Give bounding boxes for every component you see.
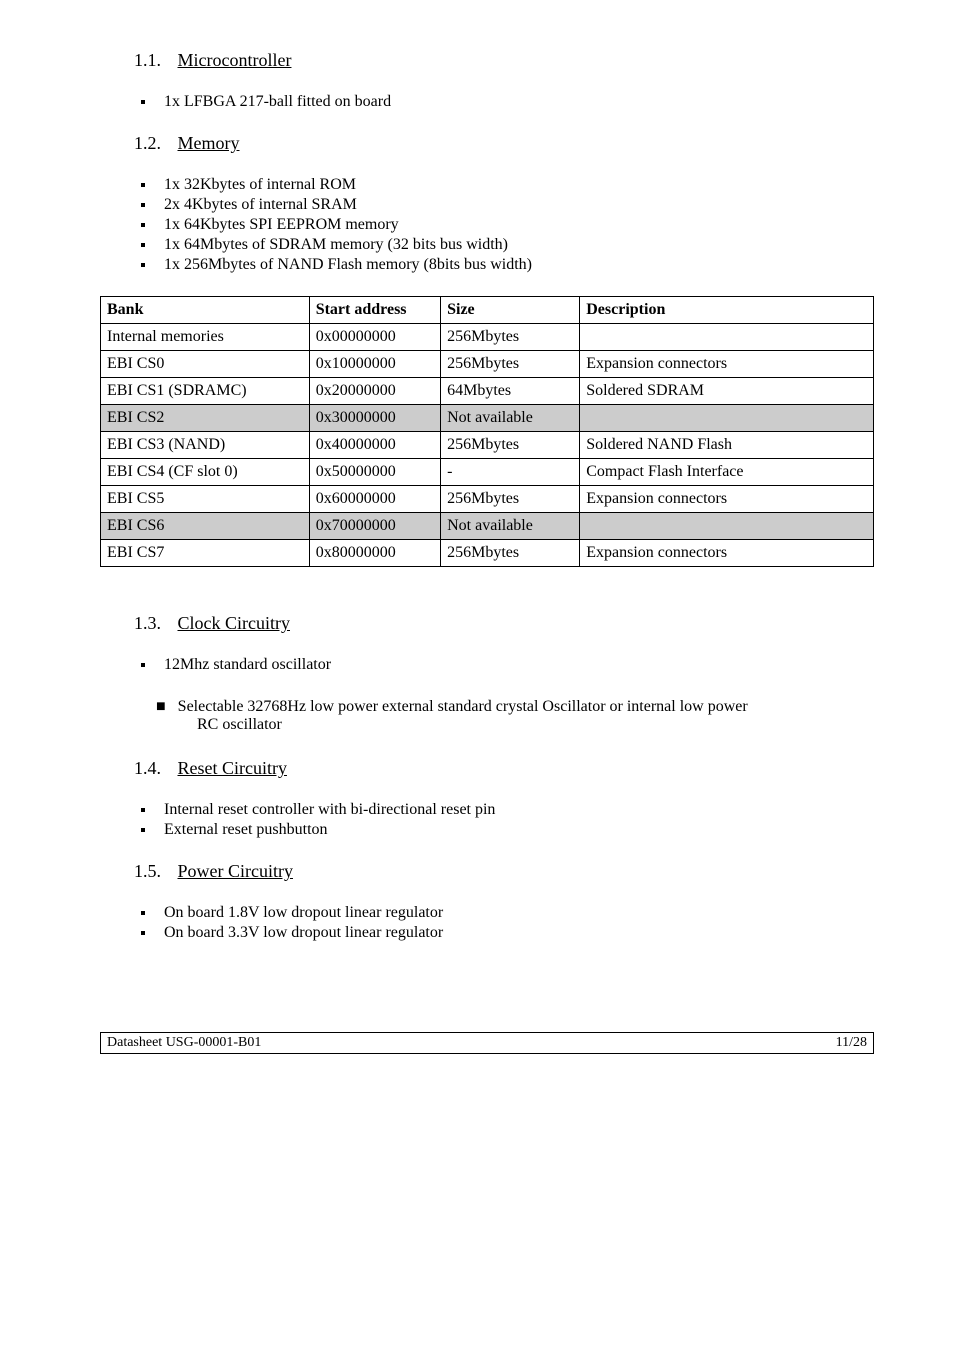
list-item: On board 1.8V low dropout linear regulat… <box>156 904 874 922</box>
table-cell: 256Mbytes <box>441 486 580 513</box>
section-title: Memory <box>178 133 240 153</box>
reset-list: Internal reset controller with bi-direct… <box>140 801 874 839</box>
table-cell: Expansion connectors <box>580 540 874 567</box>
page-footer: Datasheet USG-00001-B01 11/28 <box>100 1032 874 1054</box>
list-item: 1x 64Kbytes SPI EEPROM memory <box>156 216 874 234</box>
list-item: 12Mhz standard oscillator <box>156 656 874 674</box>
table-cell <box>580 405 874 432</box>
col-header-bank: Bank <box>101 297 310 324</box>
list-item: 1x 64Mbytes of SDRAM memory (32 bits bus… <box>156 236 874 254</box>
table-cell: Soldered SDRAM <box>580 378 874 405</box>
table-header-row: Bank Start address Size Description <box>101 297 874 324</box>
table-cell: Compact Flash Interface <box>580 459 874 486</box>
table-cell <box>580 513 874 540</box>
table-cell: 0x40000000 <box>309 432 440 459</box>
table-cell: EBI CS1 (SDRAMC) <box>101 378 310 405</box>
section-heading-memory: 1.2. Memory <box>134 133 874 154</box>
memory-list: 1x 32Kbytes of internal ROM 2x 4Kbytes o… <box>140 176 874 274</box>
table-cell: Not available <box>441 513 580 540</box>
table-cell: EBI CS2 <box>101 405 310 432</box>
table-cell: Soldered NAND Flash <box>580 432 874 459</box>
section-number: 1.4. <box>134 758 161 778</box>
table-cell: 0x50000000 <box>309 459 440 486</box>
section-heading-reset: 1.4. Reset Circuitry <box>134 758 874 779</box>
table-cell: 256Mbytes <box>441 432 580 459</box>
table-row: EBI CS70x80000000256MbytesExpansion conn… <box>101 540 874 567</box>
table-cell: EBI CS5 <box>101 486 310 513</box>
list-item-text: Selectable 32768Hz low power external st… <box>178 698 748 715</box>
table-cell: 256Mbytes <box>441 540 580 567</box>
list-item: 1x LFBGA 217-ball fitted on board <box>156 93 874 111</box>
list-item: External reset pushbutton <box>156 821 874 839</box>
table-cell: Not available <box>441 405 580 432</box>
table-cell: 256Mbytes <box>441 324 580 351</box>
section-heading-microcontroller: 1.1. Microcontroller <box>134 50 874 71</box>
page: 1.1. Microcontroller 1x LFBGA 217-ball f… <box>0 0 954 1084</box>
table-row: EBI CS3 (NAND)0x40000000256MbytesSoldere… <box>101 432 874 459</box>
clock-list: 12Mhz standard oscillator <box>140 656 874 674</box>
table-cell: 0x70000000 <box>309 513 440 540</box>
footer-left: Datasheet USG-00001-B01 <box>107 1035 261 1051</box>
table-cell: 0x10000000 <box>309 351 440 378</box>
memory-map-table: Bank Start address Size Description Inte… <box>100 296 874 567</box>
table-row: EBI CS00x10000000256MbytesExpansion conn… <box>101 351 874 378</box>
table-cell: EBI CS7 <box>101 540 310 567</box>
table-row: EBI CS1 (SDRAMC)0x2000000064MbytesSolder… <box>101 378 874 405</box>
col-header-start: Start address <box>309 297 440 324</box>
table-cell: EBI CS0 <box>101 351 310 378</box>
table-cell: Internal memories <box>101 324 310 351</box>
section-title: Power Circuitry <box>178 861 293 881</box>
section-title: Clock Circuitry <box>178 613 290 633</box>
table-row: EBI CS50x60000000256MbytesExpansion conn… <box>101 486 874 513</box>
table-row: EBI CS60x70000000Not available <box>101 513 874 540</box>
section-number: 1.3. <box>134 613 161 633</box>
list-item: 1x 256Mbytes of NAND Flash memory (8bits… <box>156 256 874 274</box>
col-header-desc: Description <box>580 297 874 324</box>
section-number: 1.1. <box>134 50 161 70</box>
table-cell: 0x80000000 <box>309 540 440 567</box>
list-item-continuation: RC oscillator <box>197 716 282 733</box>
list-item: 1x 32Kbytes of internal ROM <box>156 176 874 194</box>
table-cell: EBI CS6 <box>101 513 310 540</box>
section-title: Reset Circuitry <box>178 758 287 778</box>
footer-right: 11/28 <box>836 1035 867 1051</box>
table-row: EBI CS4 (CF slot 0)0x50000000-Compact Fl… <box>101 459 874 486</box>
table-cell <box>580 324 874 351</box>
table-cell: Expansion connectors <box>580 351 874 378</box>
list-item: 2x 4Kbytes of internal SRAM <box>156 196 874 214</box>
micro-list: 1x LFBGA 217-ball fitted on board <box>140 93 874 111</box>
table-cell: 0x60000000 <box>309 486 440 513</box>
table-cell: EBI CS3 (NAND) <box>101 432 310 459</box>
power-list: On board 1.8V low dropout linear regulat… <box>140 904 874 942</box>
table-cell: 0x20000000 <box>309 378 440 405</box>
list-item: Internal reset controller with bi-direct… <box>156 801 874 819</box>
table-cell: EBI CS4 (CF slot 0) <box>101 459 310 486</box>
table-cell: - <box>441 459 580 486</box>
table-row: EBI CS20x30000000Not available <box>101 405 874 432</box>
section-heading-clock: 1.3. Clock Circuitry <box>134 613 874 634</box>
clock-item-wrapped: ■ Selectable 32768Hz low power external … <box>140 698 874 734</box>
table-cell: 0x00000000 <box>309 324 440 351</box>
section-number: 1.2. <box>134 133 161 153</box>
table-cell: 256Mbytes <box>441 351 580 378</box>
section-number: 1.5. <box>134 861 161 881</box>
table-cell: Expansion connectors <box>580 486 874 513</box>
table-cell: 0x30000000 <box>309 405 440 432</box>
section-title: Microcontroller <box>178 50 292 70</box>
table-row: Internal memories0x00000000256Mbytes <box>101 324 874 351</box>
col-header-size: Size <box>441 297 580 324</box>
table-cell: 64Mbytes <box>441 378 580 405</box>
list-item: On board 3.3V low dropout linear regulat… <box>156 924 874 942</box>
bullet-square-icon: ■ <box>156 698 166 715</box>
section-heading-power: 1.5. Power Circuitry <box>134 861 874 882</box>
